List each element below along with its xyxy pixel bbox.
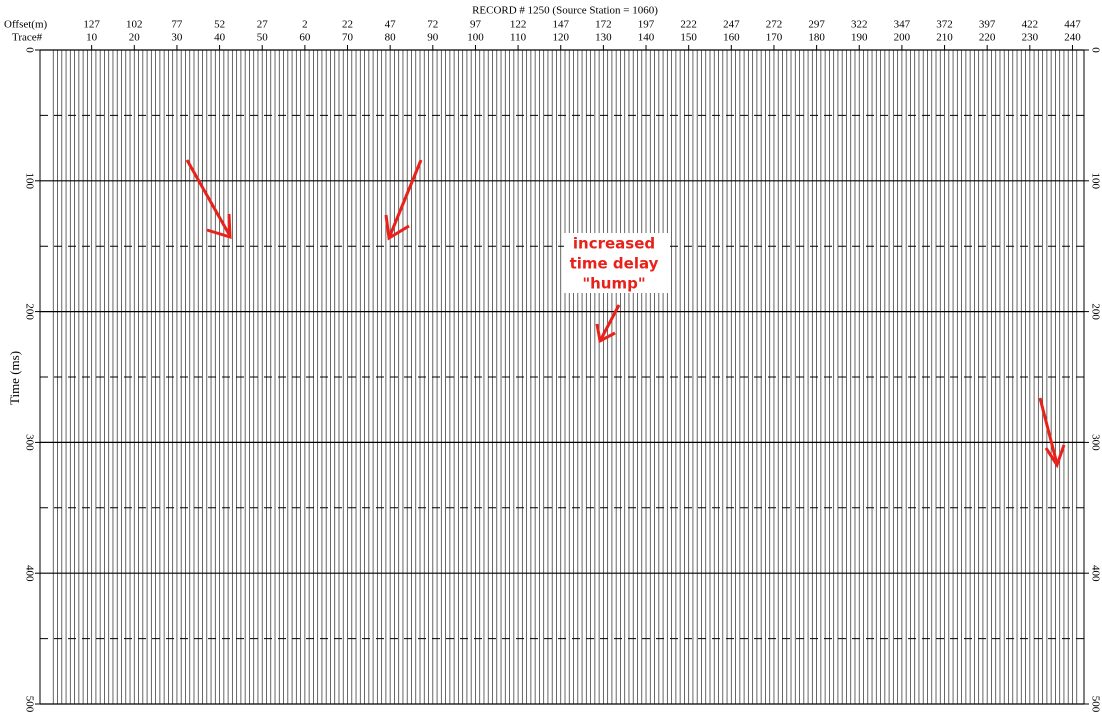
- x-tick-label: 150: [680, 32, 697, 44]
- x-tick-label: 170: [766, 32, 783, 44]
- y-tick-label: 500: [23, 696, 35, 713]
- y-tick-label: 200: [23, 303, 35, 320]
- y-tick-label: 300: [23, 434, 35, 451]
- x2-tick-label: 147: [552, 19, 569, 31]
- x2-tick-label: 322: [851, 19, 868, 31]
- x-tick-label: 40: [214, 32, 226, 44]
- x2-tick-label: 122: [510, 19, 527, 31]
- chart-title: RECORD # 1250 (Source Station = 1060): [472, 5, 658, 17]
- x-tick-label: 50: [257, 32, 269, 44]
- y-tick-label: 100: [23, 173, 35, 190]
- x-tick-label: 30: [171, 32, 183, 44]
- x2-tick-label: 127: [83, 19, 100, 31]
- annotation: "hump": [582, 275, 645, 293]
- annotation: time delay: [570, 255, 659, 273]
- y2-tick-label: 300: [1089, 434, 1101, 451]
- plot-area: 0 0 100 100 200 200 300 300 400 400 500 500 10 20 30 40…: [23, 19, 1101, 713]
- x2-tick-label: 172: [595, 19, 612, 31]
- x2-tick-label: 97: [470, 19, 482, 31]
- x-tick-label: 60: [299, 32, 311, 44]
- x2-tick-label: 197: [638, 19, 655, 31]
- x2-tick-label: 52: [214, 19, 225, 31]
- x-tick-label: 160: [723, 32, 740, 44]
- x-tick-label: 180: [808, 32, 825, 44]
- y-tick-label: 400: [23, 565, 35, 582]
- y-axis-label: Time (ms): [7, 351, 22, 405]
- annotations: increased time delay "hump": [187, 160, 1064, 465]
- x-tick-label: 200: [894, 32, 911, 44]
- x-tick-label: 70: [342, 32, 354, 44]
- x-tick-label: 230: [1022, 32, 1039, 44]
- x2-tick-label: 272: [766, 19, 783, 31]
- y2-tick-label: 0: [1089, 47, 1101, 53]
- x2-tick-label: 47: [385, 19, 397, 31]
- x2-tick-label: 297: [808, 19, 825, 31]
- x-tick-label: 10: [86, 32, 98, 44]
- y2-tick-label: 500: [1089, 696, 1101, 713]
- y2-tick-label: 200: [1089, 303, 1101, 320]
- y-tick-label: 0: [23, 47, 35, 53]
- x2-tick-label: 102: [126, 19, 143, 31]
- y2-tick-label: 100: [1089, 173, 1101, 190]
- x2-tick-label: 422: [1022, 19, 1039, 31]
- x2-tick-label: 397: [979, 19, 996, 31]
- x2-tick-label: 247: [723, 19, 740, 31]
- x-tick-label: 20: [129, 32, 141, 44]
- x2-axis-label: Offset(m): [4, 19, 48, 31]
- x-tick-label: 80: [385, 32, 397, 44]
- x-tick-label: 110: [510, 32, 527, 44]
- arrow: [1040, 398, 1064, 465]
- x2-tick-label: 27: [257, 19, 269, 31]
- x-tick-label: 210: [936, 32, 953, 44]
- x-tick-label: 190: [851, 32, 868, 44]
- x-tick-label: 240: [1064, 32, 1081, 44]
- x2-tick-label: 77: [171, 19, 183, 31]
- x-tick-label: 100: [467, 32, 484, 44]
- x-tick-label: 220: [979, 32, 996, 44]
- x2-tick-label: 372: [936, 19, 953, 31]
- chart: RECORD # 1250 (Source Station = 1060) Of…: [0, 0, 1102, 719]
- x2-tick-label: 22: [342, 19, 353, 31]
- x-tick-label: 120: [552, 32, 569, 44]
- x-tick-label: 140: [638, 32, 655, 44]
- x2-tick-label: 2: [302, 19, 308, 31]
- x-tick-label: 130: [595, 32, 612, 44]
- x-tick-label: 90: [427, 32, 439, 44]
- x2-tick-label: 72: [427, 19, 438, 31]
- x2-tick-label: 347: [894, 19, 911, 31]
- annotation: increased: [573, 235, 655, 253]
- x-axis-label: Trace#: [12, 32, 43, 44]
- y2-tick-label: 400: [1089, 565, 1101, 582]
- x2-tick-label: 447: [1064, 19, 1081, 31]
- x2-tick-label: 222: [680, 19, 697, 31]
